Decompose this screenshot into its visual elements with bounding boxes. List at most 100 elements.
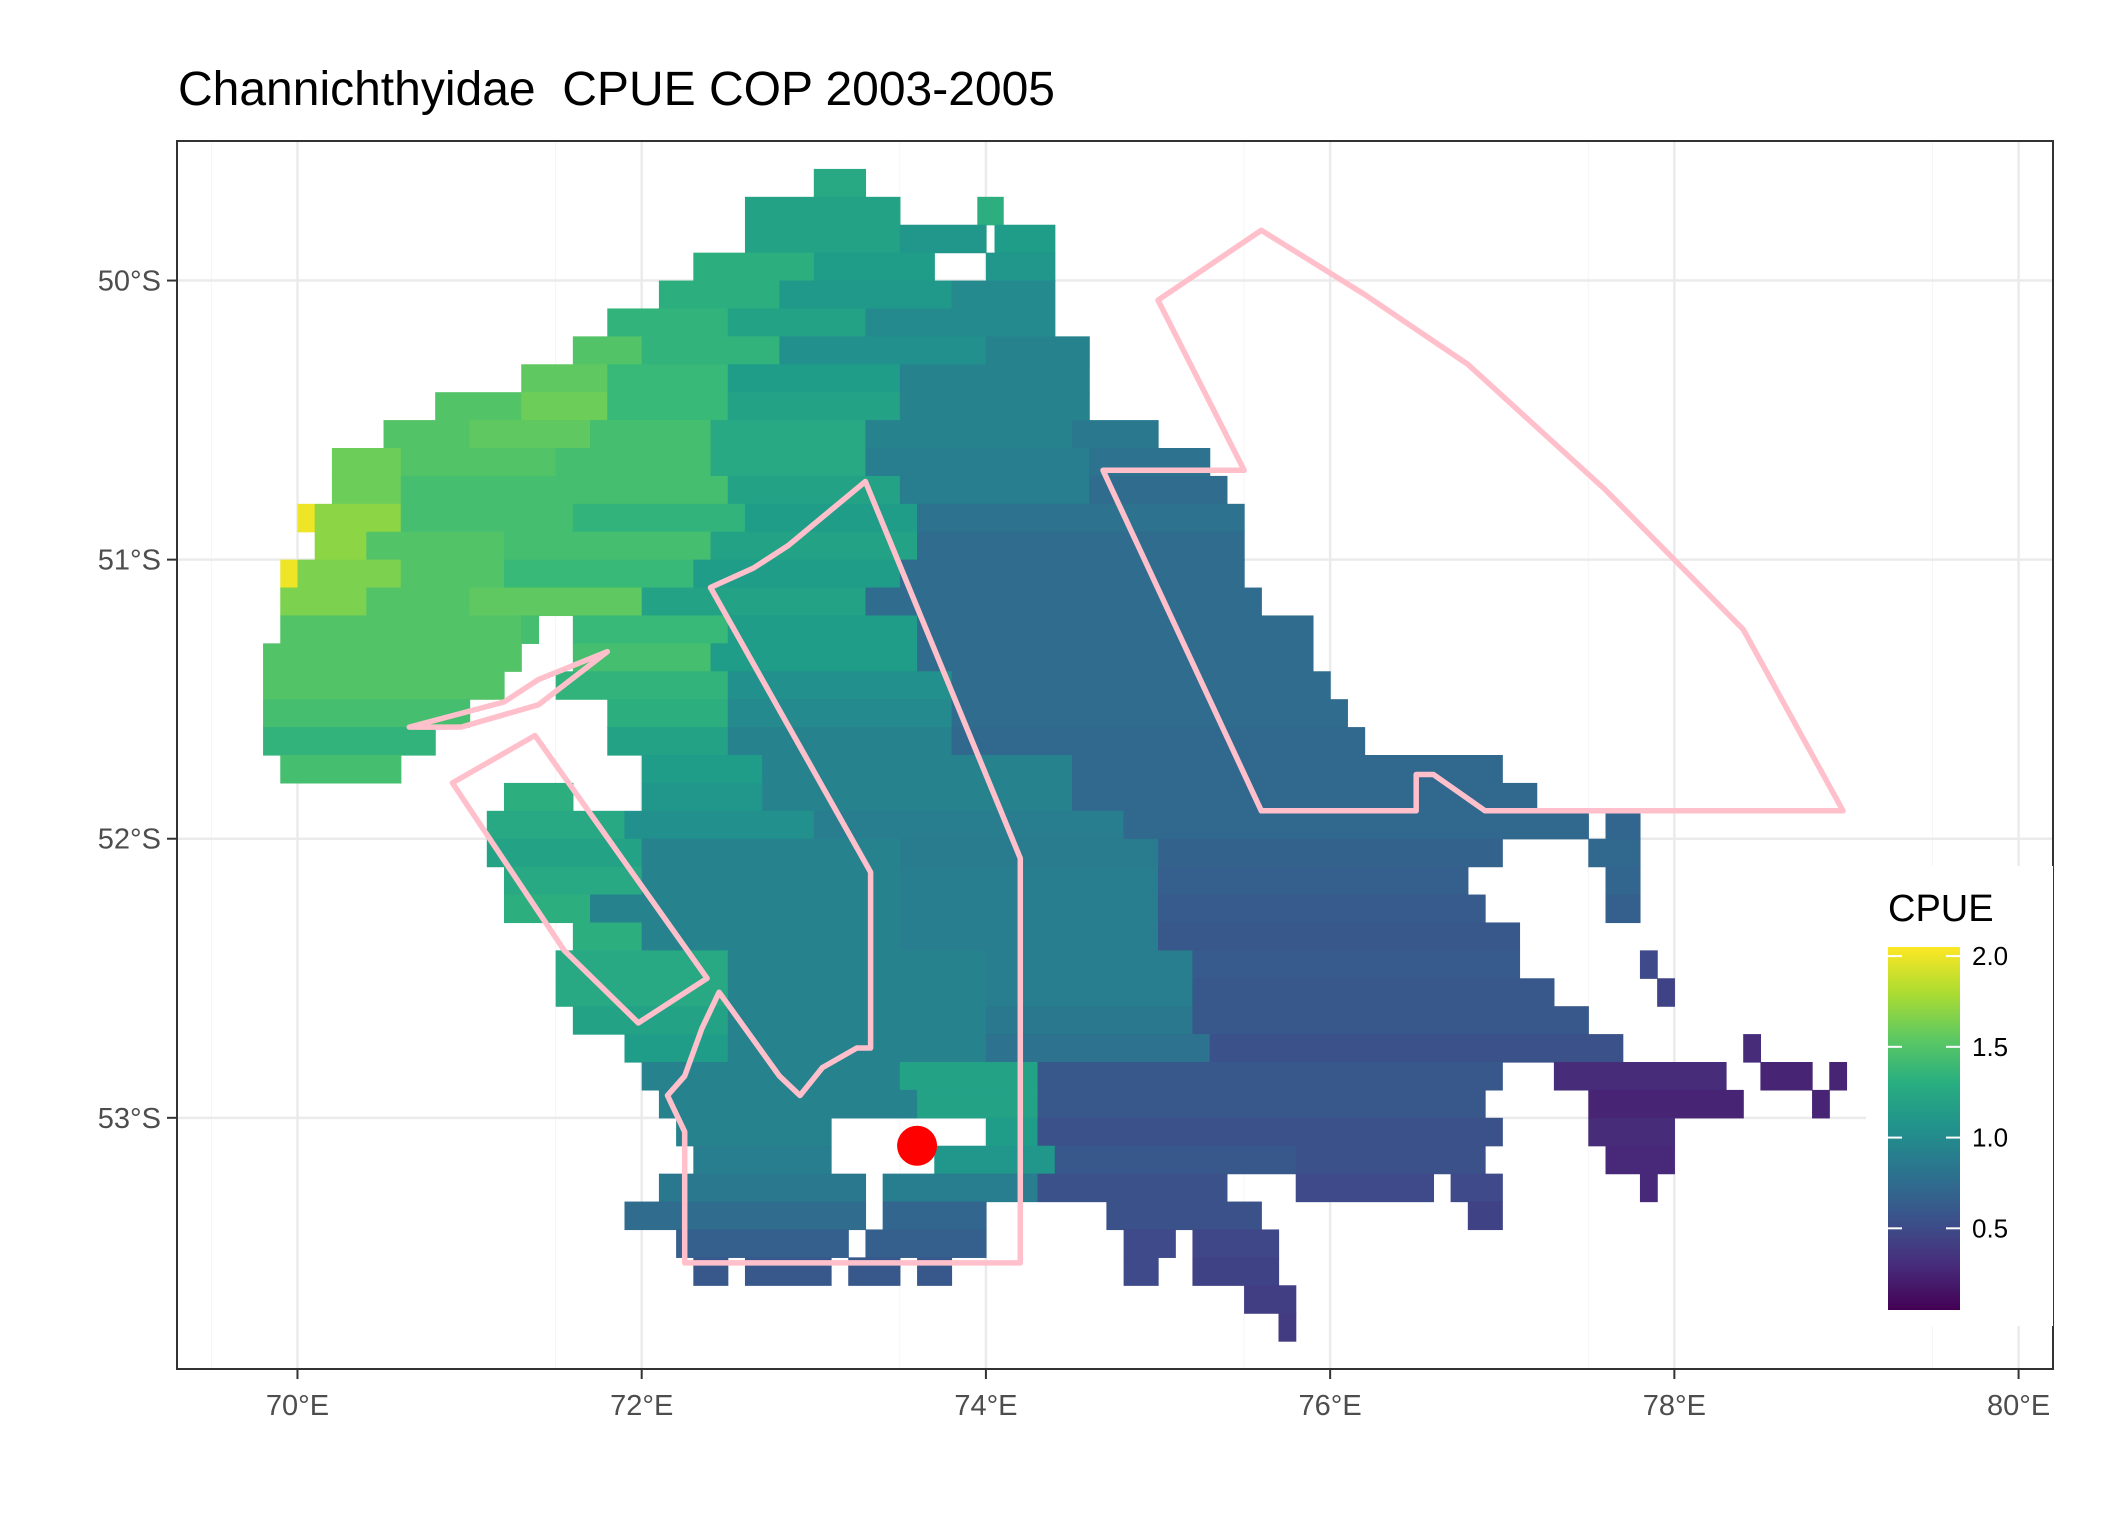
cpue-cell bbox=[865, 308, 1056, 337]
cpue-cell bbox=[1158, 894, 1486, 924]
cpue-cell bbox=[917, 531, 1245, 561]
cpue-cell bbox=[366, 531, 505, 561]
cpue-cell bbox=[813, 168, 867, 198]
cpue-cell bbox=[1639, 1173, 1658, 1203]
chart-title: Channichthyidae CPUE COP 2003-2005 bbox=[178, 63, 1055, 116]
cpue-cell bbox=[280, 615, 522, 644]
x-tick-label: 76°E bbox=[1299, 1390, 1362, 1422]
cpue-cell bbox=[899, 224, 987, 254]
cpue-cell bbox=[658, 280, 780, 310]
y-tick-label: 51°S bbox=[98, 545, 161, 577]
panel-border bbox=[176, 140, 2054, 1370]
cpue-cell bbox=[779, 280, 953, 310]
cpue-cell bbox=[985, 1034, 1211, 1063]
cpue-cell bbox=[710, 531, 918, 561]
cpue-cell bbox=[314, 531, 367, 561]
cpue-cell bbox=[727, 1006, 987, 1035]
cpue-cell bbox=[555, 475, 729, 505]
cpue-cell bbox=[435, 392, 522, 421]
cpue-cell bbox=[1244, 1285, 1297, 1314]
cpue-cell bbox=[607, 699, 729, 728]
cpue-cell bbox=[977, 196, 1004, 226]
cpue-cell bbox=[607, 364, 729, 393]
cpue-cell bbox=[1829, 1062, 1848, 1091]
cpue-cell bbox=[590, 894, 901, 924]
cpue-cell bbox=[1123, 1257, 1159, 1286]
cpue-cell bbox=[1158, 922, 1521, 951]
cpue-cell bbox=[676, 1229, 849, 1258]
cpue-cell bbox=[1192, 950, 1521, 979]
area-outline bbox=[449, 732, 710, 1026]
cpue-cell bbox=[607, 727, 729, 756]
cpue-cell bbox=[1467, 1201, 1503, 1231]
cpue-cell bbox=[331, 448, 402, 477]
cpue-cell bbox=[297, 559, 402, 589]
area-outline bbox=[664, 478, 1024, 1266]
red-point-marker bbox=[897, 1125, 938, 1166]
cpue-cell bbox=[1192, 1229, 1280, 1258]
cpue-cell bbox=[865, 448, 1090, 477]
cpue-cell bbox=[1760, 1062, 1813, 1091]
cpue-cell bbox=[762, 782, 1073, 812]
cpue-cell bbox=[1158, 866, 1469, 896]
cpue-cell bbox=[1106, 1201, 1262, 1231]
cpue-cell bbox=[331, 475, 402, 505]
cpue-cell bbox=[572, 615, 729, 644]
cpue-cell bbox=[985, 950, 1194, 979]
cpue-cell bbox=[917, 615, 1314, 644]
cpue-cell bbox=[400, 559, 505, 589]
cpue-cell bbox=[1605, 810, 1641, 840]
cpue-cell bbox=[899, 1062, 1039, 1091]
cpue-cell bbox=[263, 671, 505, 700]
cpue-cell bbox=[314, 503, 402, 533]
cpue-cell bbox=[504, 559, 694, 589]
cpue-cell bbox=[572, 503, 746, 533]
cpue-cell bbox=[572, 922, 643, 951]
cpue-cell bbox=[555, 448, 712, 477]
cpue-cell bbox=[727, 308, 867, 337]
cpue-cell bbox=[607, 392, 729, 421]
cpue-cell bbox=[1071, 755, 1503, 784]
legend-break-label: 1.0 bbox=[1972, 1123, 2008, 1153]
cpue-cell bbox=[951, 280, 1056, 310]
cpue-cell bbox=[951, 699, 1348, 728]
cpue-cell bbox=[1054, 1145, 1297, 1175]
cpue-cell bbox=[727, 364, 901, 393]
cpue-cell bbox=[899, 392, 1090, 421]
cpue-cell bbox=[710, 448, 867, 477]
y-tick-label: 50°S bbox=[98, 266, 161, 298]
cpue-cell bbox=[865, 420, 1073, 449]
cpue-cell bbox=[985, 336, 1090, 365]
cpue-cell bbox=[469, 420, 591, 449]
cpue-cell bbox=[1192, 978, 1555, 1007]
cpue-cell bbox=[607, 308, 729, 337]
cpue-cell bbox=[297, 503, 316, 533]
cpue-cell bbox=[624, 1034, 729, 1063]
cpue-cell bbox=[934, 1145, 1056, 1175]
legend-colorbar bbox=[1888, 947, 1960, 1310]
cpue-cell bbox=[882, 1173, 1039, 1203]
cpue-cell bbox=[624, 810, 815, 840]
cpue-cell bbox=[1192, 1257, 1280, 1286]
cpue-cell bbox=[1605, 894, 1641, 924]
cpue-cell bbox=[779, 336, 987, 365]
cpue-cell bbox=[1037, 1117, 1503, 1147]
cpue-cell bbox=[521, 392, 608, 421]
cpue-cell bbox=[899, 364, 1090, 393]
cpue-grid-cells bbox=[263, 168, 1848, 1342]
cpue-cell bbox=[899, 475, 1090, 505]
cpue-cell bbox=[1158, 838, 1503, 868]
cpue-cell bbox=[658, 1089, 918, 1119]
cpue-cell bbox=[1450, 1173, 1503, 1203]
cpue-cell bbox=[1037, 1173, 1228, 1203]
cpue-cell bbox=[641, 782, 763, 812]
cpue-cell bbox=[985, 252, 1056, 282]
cpue-cell bbox=[985, 1006, 1194, 1035]
management-area-outlines bbox=[406, 227, 1846, 1266]
x-tick-label: 78°E bbox=[1643, 1390, 1706, 1422]
cpue-cell bbox=[572, 336, 643, 365]
x-tick-label: 70°E bbox=[266, 1390, 329, 1422]
cpue-cell bbox=[400, 475, 557, 505]
cpue-cell bbox=[1037, 1062, 1503, 1091]
